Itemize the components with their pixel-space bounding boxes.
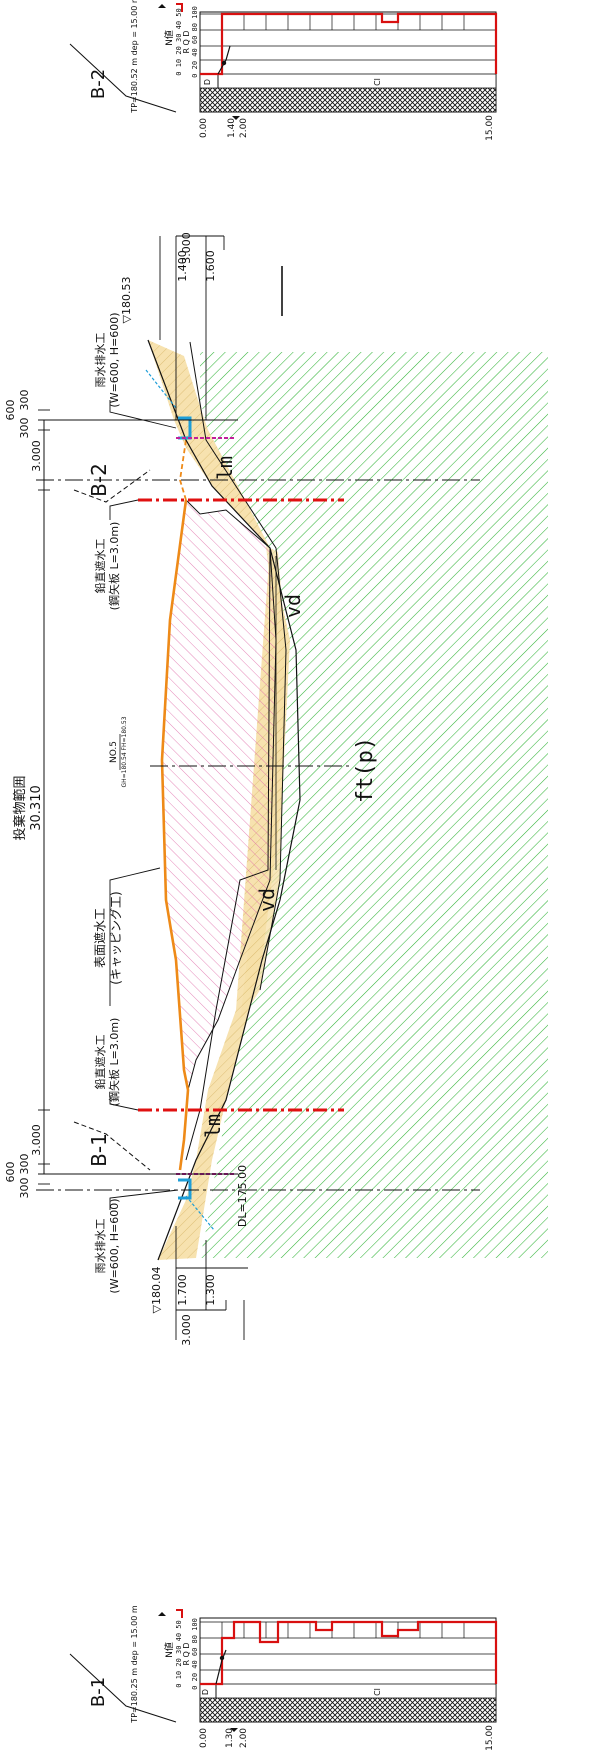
layer-vd-lower: vd xyxy=(255,888,279,912)
b2-n-profile xyxy=(217,45,231,75)
b1-rqd-label: R Q D xyxy=(182,1642,191,1665)
left-dim-300b: 300 xyxy=(18,1178,31,1199)
right-dim-3000: 3.000 xyxy=(30,440,43,472)
b1-layer-cl: Cl xyxy=(373,1688,382,1696)
b2-depth-bottom: 15.00 xyxy=(485,115,495,141)
layer-lm-right: lm xyxy=(213,456,237,480)
right-dim-600: 600 xyxy=(4,400,17,421)
left-gutter xyxy=(178,1178,192,1200)
b1-rqd-marker-icon xyxy=(176,1609,183,1618)
right-borehole-label: B-2 xyxy=(87,463,111,497)
right-cutoff-title: 鉛直遮水工 xyxy=(93,539,107,594)
borehole-log-b1: N値 0 10 20 30 40 50 R Q D 0 20 40 60 80 … xyxy=(69,1605,498,1751)
left-bottom-3000: 3.000 xyxy=(180,1314,193,1346)
b1-n-marker-icon xyxy=(158,1612,166,1616)
b2-n-scale: 0 10 20 30 40 50 xyxy=(175,8,183,75)
b2-layer-d: D xyxy=(203,79,212,85)
left-cutoff-spec: (鋼矢板 L=3.0m) xyxy=(107,1018,121,1107)
left-elevation: ▽180.04 xyxy=(150,1267,163,1314)
b1-depth-top: 0.00 xyxy=(199,1728,209,1748)
drawing-labels: 投棄物範囲 30.310 NO.5 GH=180.54 FH=180.53 ft… xyxy=(4,232,378,1346)
section-sub: GH=180.54 FH=180.53 xyxy=(121,716,128,787)
left-borehole-label: B-1 xyxy=(87,1133,111,1167)
b1-water-level-icon xyxy=(230,1728,238,1732)
right-elevation: ▽180.53 xyxy=(120,277,133,324)
b1-depth-b: 2.00 xyxy=(239,1728,249,1748)
left-cutoff-title: 鉛直遮水工 xyxy=(93,1035,107,1090)
b1-rqd-scale: 0 20 40 60 80 100 xyxy=(191,1618,199,1690)
b2-rqd-label: R Q D xyxy=(182,30,191,53)
b2-header: TP=180.52 m dep = 15.00 m xyxy=(130,0,139,114)
b1-depth-a: 1.30 xyxy=(225,1728,235,1748)
layer-ft: ft(p) xyxy=(353,737,378,803)
b1-name: B-1 xyxy=(88,1677,109,1707)
b1-layer-d: D xyxy=(201,1689,210,1695)
left-dim-300a: 300 xyxy=(18,1154,31,1175)
b2-n-marker-icon xyxy=(158,4,166,8)
b2-depth-top: 0.00 xyxy=(199,118,209,138)
left-bottom-1700: 1.700 xyxy=(176,1274,189,1306)
b2-rqd-marker-icon xyxy=(176,3,183,12)
b2-layer-cl: Cl xyxy=(373,78,382,86)
right-top-3000: 3.000 xyxy=(180,232,193,264)
drawing-title: 投棄物範囲 xyxy=(12,775,28,840)
b2-n-label: N値 xyxy=(163,30,175,46)
b2-depth-a: 1.40 xyxy=(227,118,237,138)
right-dim-300b: 300 xyxy=(18,418,31,439)
capping-spec: (キャッピング工) xyxy=(109,891,123,984)
capping-title: 表面遮水工 xyxy=(92,908,107,968)
right-gutter-spec: (W=600, H=600) xyxy=(108,312,121,407)
right-gutter-title: 雨水排水工 xyxy=(93,333,107,388)
left-gutter-spec: (W=600, H=600) xyxy=(108,1198,121,1293)
cross-section xyxy=(36,235,548,1340)
b2-soil-column xyxy=(199,87,497,113)
layer-vd-upper: vd xyxy=(281,594,305,618)
b2-depth-b: 2.00 xyxy=(239,118,249,138)
left-dim-600: 600 xyxy=(4,1162,17,1183)
section-label: NO.5 xyxy=(109,741,119,763)
b1-header: TP=180.25 m dep = 15.00 m xyxy=(130,1605,139,1724)
layer-lm-left: lm xyxy=(201,1114,225,1138)
ground-hatch xyxy=(200,352,548,1258)
b2-name: B-2 xyxy=(88,69,109,99)
b1-rqd-profile xyxy=(200,1620,498,1686)
b1-depth-bottom: 15.00 xyxy=(485,1725,495,1751)
datum-label: DL=175.00 xyxy=(236,1165,249,1227)
b1-n-scale: 0 10 20 30 40 50 xyxy=(175,1620,183,1687)
b2-rqd-scale: 0 20 40 60 80 100 xyxy=(191,6,199,78)
b1-n-label: N値 xyxy=(163,1642,175,1658)
right-top-1400: 1.400 xyxy=(176,250,189,282)
left-dim-3000: 3.000 xyxy=(30,1124,43,1156)
right-dim-300a: 300 xyxy=(18,390,31,411)
b2-rqd-profile xyxy=(200,12,498,76)
right-top-1600: 1.600 xyxy=(204,250,217,282)
left-bottom-1300: 1.300 xyxy=(204,1274,217,1306)
left-gutter-title: 雨水排水工 xyxy=(93,1219,107,1274)
b1-soil-column xyxy=(199,1697,497,1723)
borehole-log-b2: N値 0 10 20 30 40 50 R Q D 0 20 40 60 80 … xyxy=(69,0,498,141)
right-cutoff-spec: (鋼矢板 L=3.0m) xyxy=(107,522,121,611)
total-width: 30.310 xyxy=(29,785,44,831)
capping-line xyxy=(160,499,190,1171)
b2-water-level-icon xyxy=(232,116,240,120)
